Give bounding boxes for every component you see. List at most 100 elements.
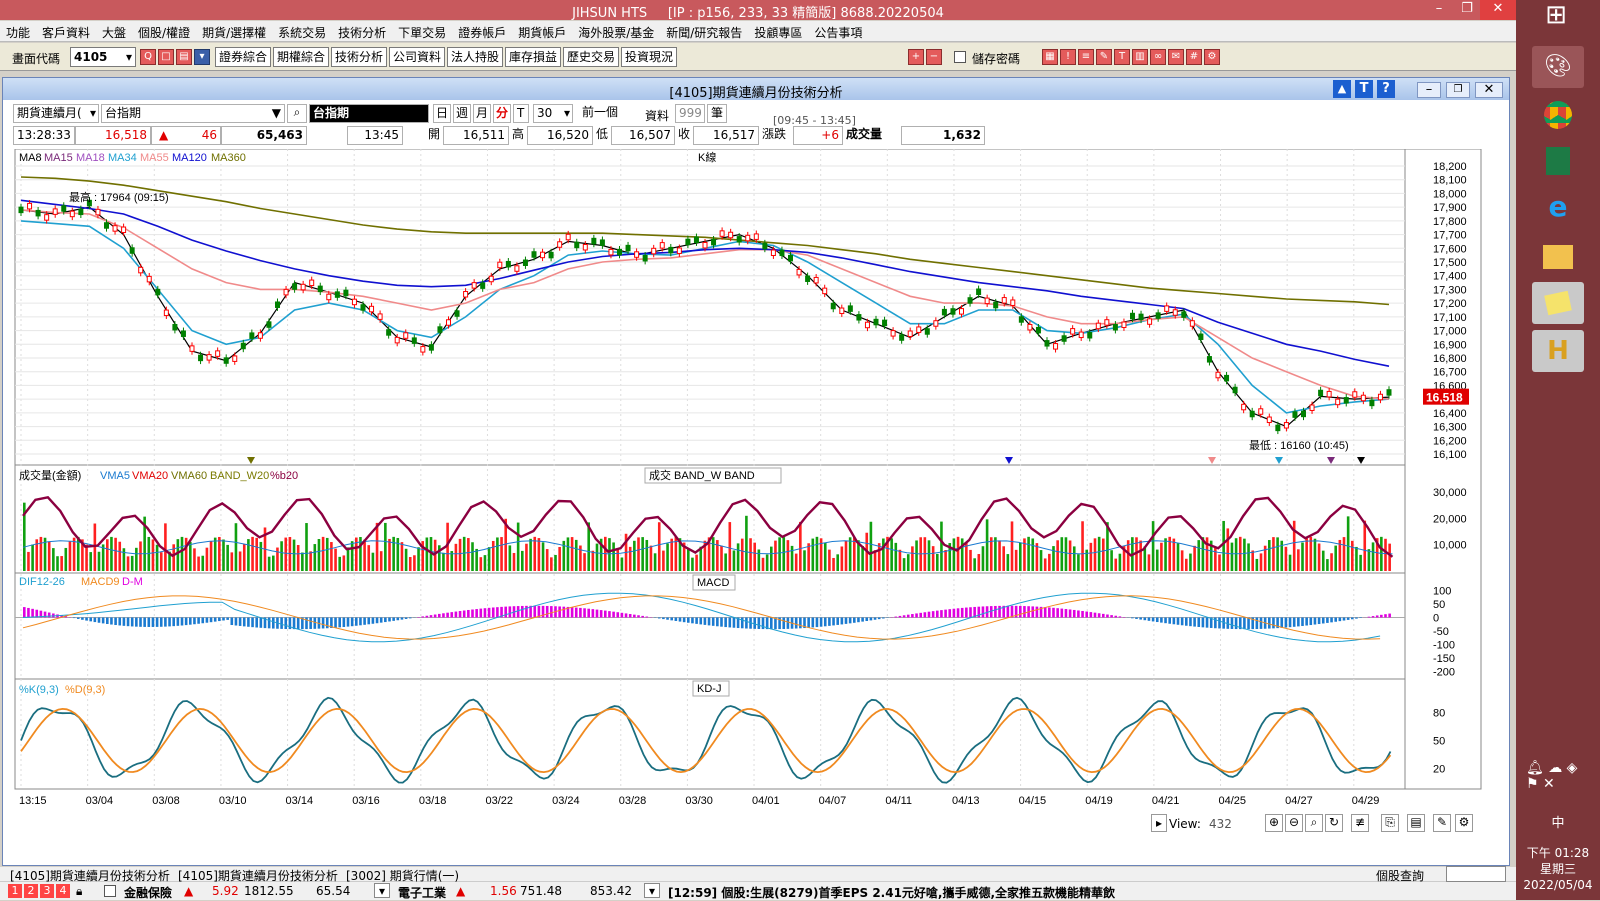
- magnify-icon[interactable]: ⌕: [1305, 814, 1323, 832]
- toolbar-button[interactable]: 庫存損益: [505, 47, 561, 67]
- plus-icon[interactable]: +: [908, 49, 924, 65]
- save-password-checkbox[interactable]: [954, 51, 966, 63]
- menu-item[interactable]: 功能: [0, 21, 36, 41]
- menu-item[interactable]: 下單交易: [392, 21, 452, 41]
- menu-item[interactable]: 公告事項: [808, 21, 868, 41]
- toolbar-button[interactable]: 投資現況: [621, 47, 677, 67]
- magnifier-icon[interactable]: ⌕: [287, 104, 307, 123]
- menu-item[interactable]: 個股/權證: [132, 21, 196, 41]
- tab-window-1[interactable]: [4105]期貨連續月份技術分析: [10, 867, 170, 884]
- product-type-select[interactable]: 期貨連續月(▾: [13, 104, 99, 123]
- page-1[interactable]: 1: [8, 884, 22, 898]
- paint-icon[interactable]: 🎨︎: [1532, 46, 1584, 88]
- ime-indicator[interactable]: 中: [1516, 812, 1600, 831]
- zoom-out-icon[interactable]: ⊖: [1285, 814, 1303, 832]
- tab-window-3[interactable]: [3002] 期貨行情(一): [346, 867, 459, 884]
- copy-icon[interactable]: ⎘: [1381, 814, 1399, 832]
- close-icon[interactable]: ✕: [1480, 0, 1516, 20]
- period-day[interactable]: 日: [433, 104, 451, 123]
- product-select[interactable]: 台指期▼: [101, 104, 285, 123]
- page-4[interactable]: 4: [56, 884, 70, 898]
- toolbar-button[interactable]: 法人持股: [447, 47, 503, 67]
- window-icon[interactable]: □: [158, 49, 174, 65]
- maximize-icon[interactable]: ❐: [1453, 0, 1481, 20]
- indicator-icon[interactable]: ≢: [1351, 814, 1369, 832]
- menu-item[interactable]: 證券帳戶: [452, 21, 512, 41]
- lock-icon[interactable]: 🔒︎: [76, 884, 82, 899]
- tools-icon[interactable]: ✎: [1096, 49, 1112, 65]
- draw-icon[interactable]: ✎: [1433, 814, 1451, 832]
- link-icon[interactable]: ∞: [1150, 49, 1166, 65]
- layout-icon[interactable]: ▦: [1042, 49, 1058, 65]
- help-icon[interactable]: ?: [1377, 80, 1395, 98]
- gear-icon[interactable]: ⚙: [1455, 814, 1473, 832]
- toolbar-button[interactable]: 期權綜合: [273, 47, 329, 67]
- notes-icon[interactable]: [1532, 282, 1584, 324]
- toolbar-button[interactable]: 技術分析: [331, 47, 387, 67]
- data-count-input[interactable]: 999: [675, 104, 705, 123]
- code-input[interactable]: 4105▾: [70, 47, 136, 67]
- unit-button[interactable]: 筆: [707, 104, 727, 123]
- scroll-right-icon[interactable]: ▸: [1151, 814, 1167, 832]
- menu-item[interactable]: 大盤: [96, 21, 132, 41]
- inner-close-icon[interactable]: ✕: [1475, 82, 1503, 98]
- tray-icons[interactable]: 🔔︎ ☁︎ ◈⚑ ✕: [1526, 760, 1596, 792]
- period-month[interactable]: 月: [473, 104, 491, 123]
- period-week[interactable]: 週: [453, 104, 471, 123]
- menu-item[interactable]: 投顧專區: [748, 21, 808, 41]
- tab-window-2[interactable]: [4105]期貨連續月份技術分析: [178, 867, 338, 884]
- dropdown-icon[interactable]: ▾: [194, 49, 210, 65]
- menu-item[interactable]: 期貨/選擇權: [196, 21, 272, 41]
- text-tool-icon[interactable]: T: [1355, 80, 1373, 98]
- period-minute[interactable]: 分: [493, 104, 511, 123]
- menu-item[interactable]: 新聞/研究報告: [660, 21, 748, 41]
- jihsun-app-icon[interactable]: H: [1532, 330, 1584, 372]
- menu-item[interactable]: 期貨帳戶: [512, 21, 572, 41]
- chart-scroll-bar[interactable]: ▸ View: 432 ⊕ ⊖ ⌕ ↻ ≢ ⎘ ▤ ✎ ⚙: [3, 813, 1509, 833]
- chrome-icon[interactable]: [1532, 94, 1584, 136]
- toolbar-button[interactable]: 證券綜合: [215, 47, 271, 67]
- alert-icon[interactable]: !: [1060, 49, 1076, 65]
- prev-button[interactable]: 前一個: [579, 104, 627, 123]
- page-3[interactable]: 3: [40, 884, 54, 898]
- stock-query-input[interactable]: [1446, 866, 1506, 882]
- zoom-in-icon[interactable]: ⊕: [1265, 814, 1283, 832]
- mail-icon[interactable]: ✉: [1168, 49, 1184, 65]
- excel-icon[interactable]: [1532, 140, 1584, 182]
- menu-item[interactable]: 技術分析: [332, 21, 392, 41]
- minimize-icon[interactable]: –: [1425, 0, 1453, 20]
- minus-icon[interactable]: −: [926, 49, 942, 65]
- candle-body: [883, 320, 887, 325]
- calc-icon[interactable]: #: [1186, 49, 1202, 65]
- interval-select[interactable]: 30▾: [533, 104, 573, 123]
- toolbar-button[interactable]: 公司資料: [389, 47, 445, 67]
- chevron-down-icon[interactable]: ▾: [374, 883, 390, 898]
- ticker-checkbox[interactable]: [104, 885, 116, 897]
- refresh-icon[interactable]: ↻: [1325, 814, 1343, 832]
- menu-item[interactable]: 客戶資料: [36, 21, 96, 41]
- chevron-down-icon[interactable]: ▾: [644, 883, 660, 898]
- folder-icon[interactable]: [1532, 236, 1584, 278]
- search-icon[interactable]: Q: [140, 49, 156, 65]
- legend-macd: D-M: [122, 576, 143, 588]
- text-icon[interactable]: T: [1114, 49, 1130, 65]
- page-2[interactable]: 2: [24, 884, 38, 898]
- settings-icon[interactable]: ⚙: [1204, 49, 1220, 65]
- windows-start-icon[interactable]: ⊞: [1530, 0, 1582, 40]
- volume-bar: [301, 553, 304, 571]
- chart-icon[interactable]: ▥: [1132, 49, 1148, 65]
- inner-minimize-icon[interactable]: –: [1417, 82, 1441, 98]
- list-icon[interactable]: ≡: [1078, 49, 1094, 65]
- clock[interactable]: 下午 01:28 星期三 2022/05/04: [1516, 845, 1600, 893]
- news-ticker[interactable]: [12:59] 個股:生展(8279)首季EPS 2.41元好嗆,攜手威德,全家…: [668, 884, 1115, 901]
- toolbar-button[interactable]: 歷史交易: [563, 47, 619, 67]
- inner-restore-icon[interactable]: ❐: [1446, 82, 1470, 98]
- menu-item[interactable]: 系統交易: [272, 21, 332, 41]
- print-icon[interactable]: ▤: [176, 49, 192, 65]
- period-tick[interactable]: T: [513, 104, 529, 123]
- menu-item[interactable]: 海外股票/基金: [572, 21, 660, 41]
- print-icon[interactable]: ▤: [1407, 814, 1425, 832]
- triangle-up-icon[interactable]: ▲: [1333, 80, 1351, 98]
- ie-icon[interactable]: e: [1532, 186, 1584, 228]
